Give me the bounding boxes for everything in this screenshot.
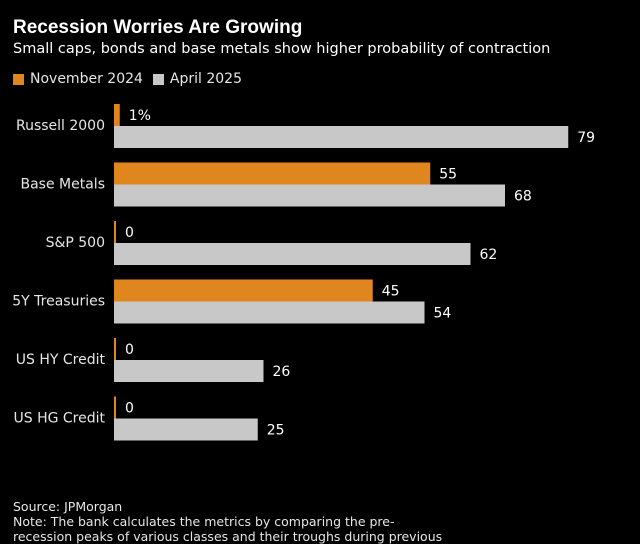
value-label-april-2025-us-hg-credit: 25 — [267, 423, 285, 439]
bar-november-2024-base-metals — [114, 162, 431, 185]
bar-november-2024-us-hg-credit — [114, 396, 116, 419]
chart-footer: Source: JPMorgan Note: The bank calculat… — [13, 499, 633, 544]
value-label-april-2025-5y-treasuries: 54 — [434, 306, 452, 322]
bar-november-2024-s-p-500 — [114, 221, 116, 243]
bar-november-2024-us-hy-credit — [114, 338, 116, 360]
bar-april-2025-us-hy-credit — [114, 360, 264, 382]
value-label-april-2025-s-p-500: 62 — [480, 247, 498, 263]
legend-swatch-april-2025 — [152, 73, 164, 85]
chart-subtitle: Small caps, bonds and base metals show h… — [13, 41, 551, 57]
bar-november-2024-5y-treasuries — [114, 279, 373, 302]
category-label-us-hg-credit: US HG Credit — [13, 411, 105, 427]
value-label-november-2024-5y-treasuries: 45 — [382, 284, 400, 300]
bar-april-2025-s-p-500 — [114, 243, 471, 265]
methodology-note-line-1: Note: The bank calculates the metrics by… — [13, 514, 395, 529]
legend-label-november-2024: November 2024 — [30, 71, 143, 87]
chart-title: Recession Worries Are Growing — [13, 17, 303, 38]
bar-april-2025-us-hg-credit — [114, 418, 258, 441]
category-label-s-p-500: S&P 500 — [46, 235, 105, 251]
value-label-april-2025-base-metals: 68 — [514, 189, 532, 205]
bar-april-2025-base-metals — [114, 184, 505, 207]
legend-item-april-2025: April 2025 — [152, 71, 242, 87]
legend: November 2024 April 2025 — [13, 71, 252, 87]
source-note: Source: JPMorgan — [13, 499, 123, 514]
methodology-note-line-2: recession peaks of various classes and t… — [13, 529, 443, 544]
value-label-april-2025-us-hy-credit: 26 — [273, 364, 291, 380]
category-label-5y-treasuries: 5Y Treasuries — [12, 294, 105, 310]
bar-april-2025-russell-2000 — [114, 126, 569, 148]
bar-april-2025-5y-treasuries — [114, 301, 425, 324]
legend-label-april-2025: April 2025 — [169, 71, 242, 87]
value-label-november-2024-russell-2000: 1% — [129, 108, 151, 124]
bar-november-2024-russell-2000 — [114, 104, 120, 126]
value-label-november-2024-s-p-500: 0 — [125, 225, 134, 241]
value-label-november-2024-us-hy-credit: 0 — [125, 342, 134, 358]
value-label-november-2024-us-hg-credit: 0 — [125, 401, 134, 417]
category-label-us-hy-credit: US HY Credit — [16, 352, 106, 368]
category-label-russell-2000: Russell 2000 — [16, 118, 105, 134]
legend-item-november-2024: November 2024 — [13, 71, 143, 87]
value-label-november-2024-base-metals: 55 — [439, 167, 457, 183]
value-label-april-2025-russell-2000: 79 — [577, 130, 595, 146]
category-label-base-metals: Base Metals — [21, 177, 106, 193]
legend-swatch-november-2024 — [13, 73, 24, 85]
